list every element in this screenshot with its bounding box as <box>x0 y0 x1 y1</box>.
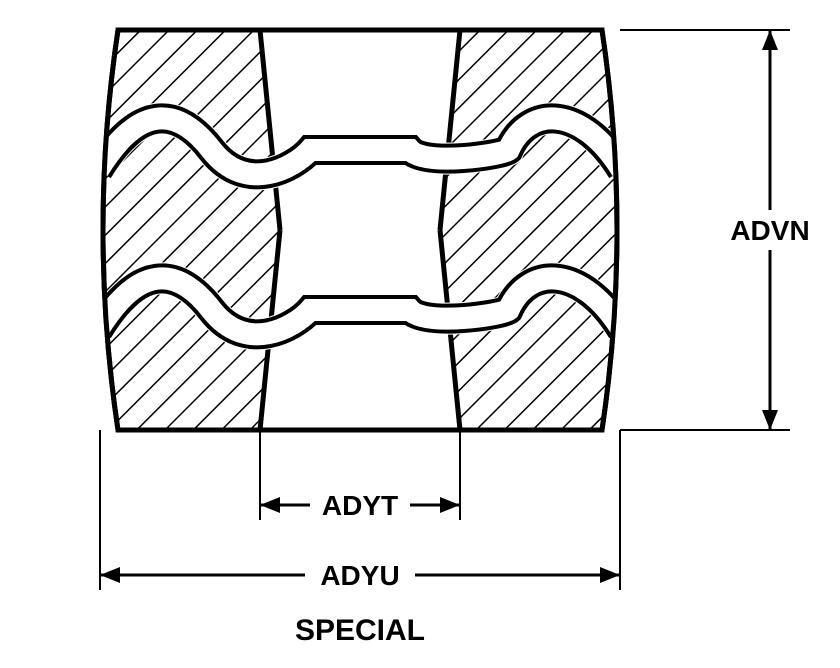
hatched-section <box>103 30 617 430</box>
label-adyu: ADYU <box>320 560 399 591</box>
label-adyt: ADYT <box>322 490 398 521</box>
title-label: SPECIAL <box>295 614 425 647</box>
technical-drawing: ADVN ADYT ADYU SPECIAL <box>0 0 840 668</box>
label-advn: ADVN <box>730 215 809 246</box>
